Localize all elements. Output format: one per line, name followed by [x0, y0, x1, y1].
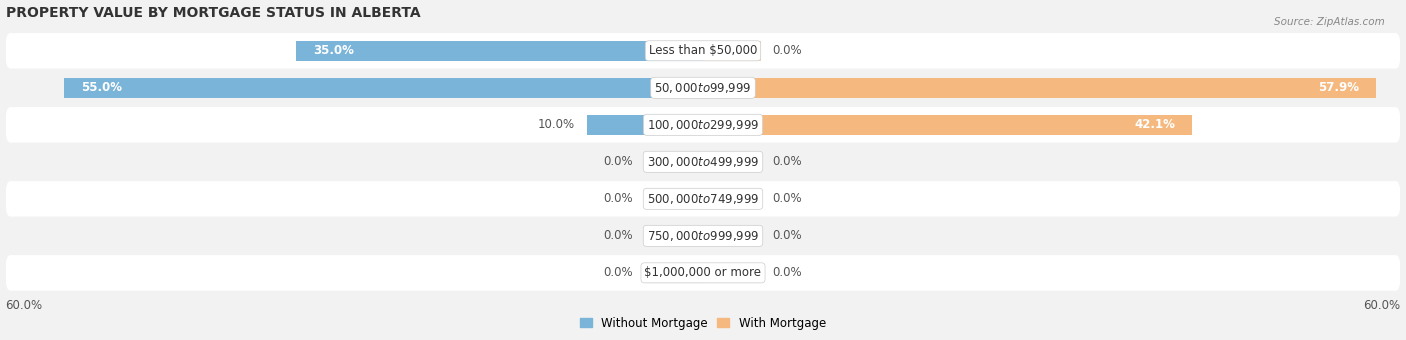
- Bar: [645, 226, 703, 246]
- FancyBboxPatch shape: [6, 70, 1400, 106]
- Bar: [703, 189, 761, 209]
- Text: 10.0%: 10.0%: [538, 118, 575, 131]
- Text: 60.0%: 60.0%: [6, 299, 42, 312]
- Text: 0.0%: 0.0%: [773, 192, 803, 205]
- Text: 0.0%: 0.0%: [773, 230, 803, 242]
- Text: Less than $50,000: Less than $50,000: [648, 44, 758, 57]
- FancyBboxPatch shape: [6, 33, 1400, 69]
- Text: $500,000 to $749,999: $500,000 to $749,999: [647, 192, 759, 206]
- Text: 0.0%: 0.0%: [603, 155, 633, 168]
- Text: $100,000 to $299,999: $100,000 to $299,999: [647, 118, 759, 132]
- Bar: [645, 263, 703, 283]
- FancyBboxPatch shape: [6, 181, 1400, 217]
- Text: $50,000 to $99,999: $50,000 to $99,999: [654, 81, 752, 95]
- Bar: [703, 263, 761, 283]
- Text: $300,000 to $499,999: $300,000 to $499,999: [647, 155, 759, 169]
- Text: 0.0%: 0.0%: [603, 266, 633, 279]
- Text: $750,000 to $999,999: $750,000 to $999,999: [647, 229, 759, 243]
- Text: PROPERTY VALUE BY MORTGAGE STATUS IN ALBERTA: PROPERTY VALUE BY MORTGAGE STATUS IN ALB…: [6, 5, 420, 20]
- Text: 0.0%: 0.0%: [773, 266, 803, 279]
- Text: 0.0%: 0.0%: [603, 230, 633, 242]
- Text: 35.0%: 35.0%: [314, 44, 354, 57]
- Bar: [645, 152, 703, 172]
- FancyBboxPatch shape: [6, 255, 1400, 291]
- Text: 55.0%: 55.0%: [82, 81, 122, 94]
- Bar: [63, 78, 703, 98]
- Text: 0.0%: 0.0%: [773, 155, 803, 168]
- Bar: [703, 152, 761, 172]
- Bar: [297, 40, 703, 61]
- Text: 60.0%: 60.0%: [1364, 299, 1400, 312]
- Text: $1,000,000 or more: $1,000,000 or more: [644, 266, 762, 279]
- Bar: [703, 226, 761, 246]
- Text: 42.1%: 42.1%: [1135, 118, 1175, 131]
- FancyBboxPatch shape: [6, 107, 1400, 142]
- Bar: [586, 115, 703, 135]
- Legend: Without Mortgage, With Mortgage: Without Mortgage, With Mortgage: [575, 312, 831, 335]
- Bar: [703, 40, 761, 61]
- Text: 0.0%: 0.0%: [603, 192, 633, 205]
- Bar: [645, 189, 703, 209]
- Text: 0.0%: 0.0%: [773, 44, 803, 57]
- Bar: [703, 115, 1192, 135]
- FancyBboxPatch shape: [6, 144, 1400, 180]
- Text: 57.9%: 57.9%: [1317, 81, 1358, 94]
- Text: Source: ZipAtlas.com: Source: ZipAtlas.com: [1274, 17, 1385, 27]
- FancyBboxPatch shape: [6, 218, 1400, 254]
- Bar: [703, 78, 1376, 98]
